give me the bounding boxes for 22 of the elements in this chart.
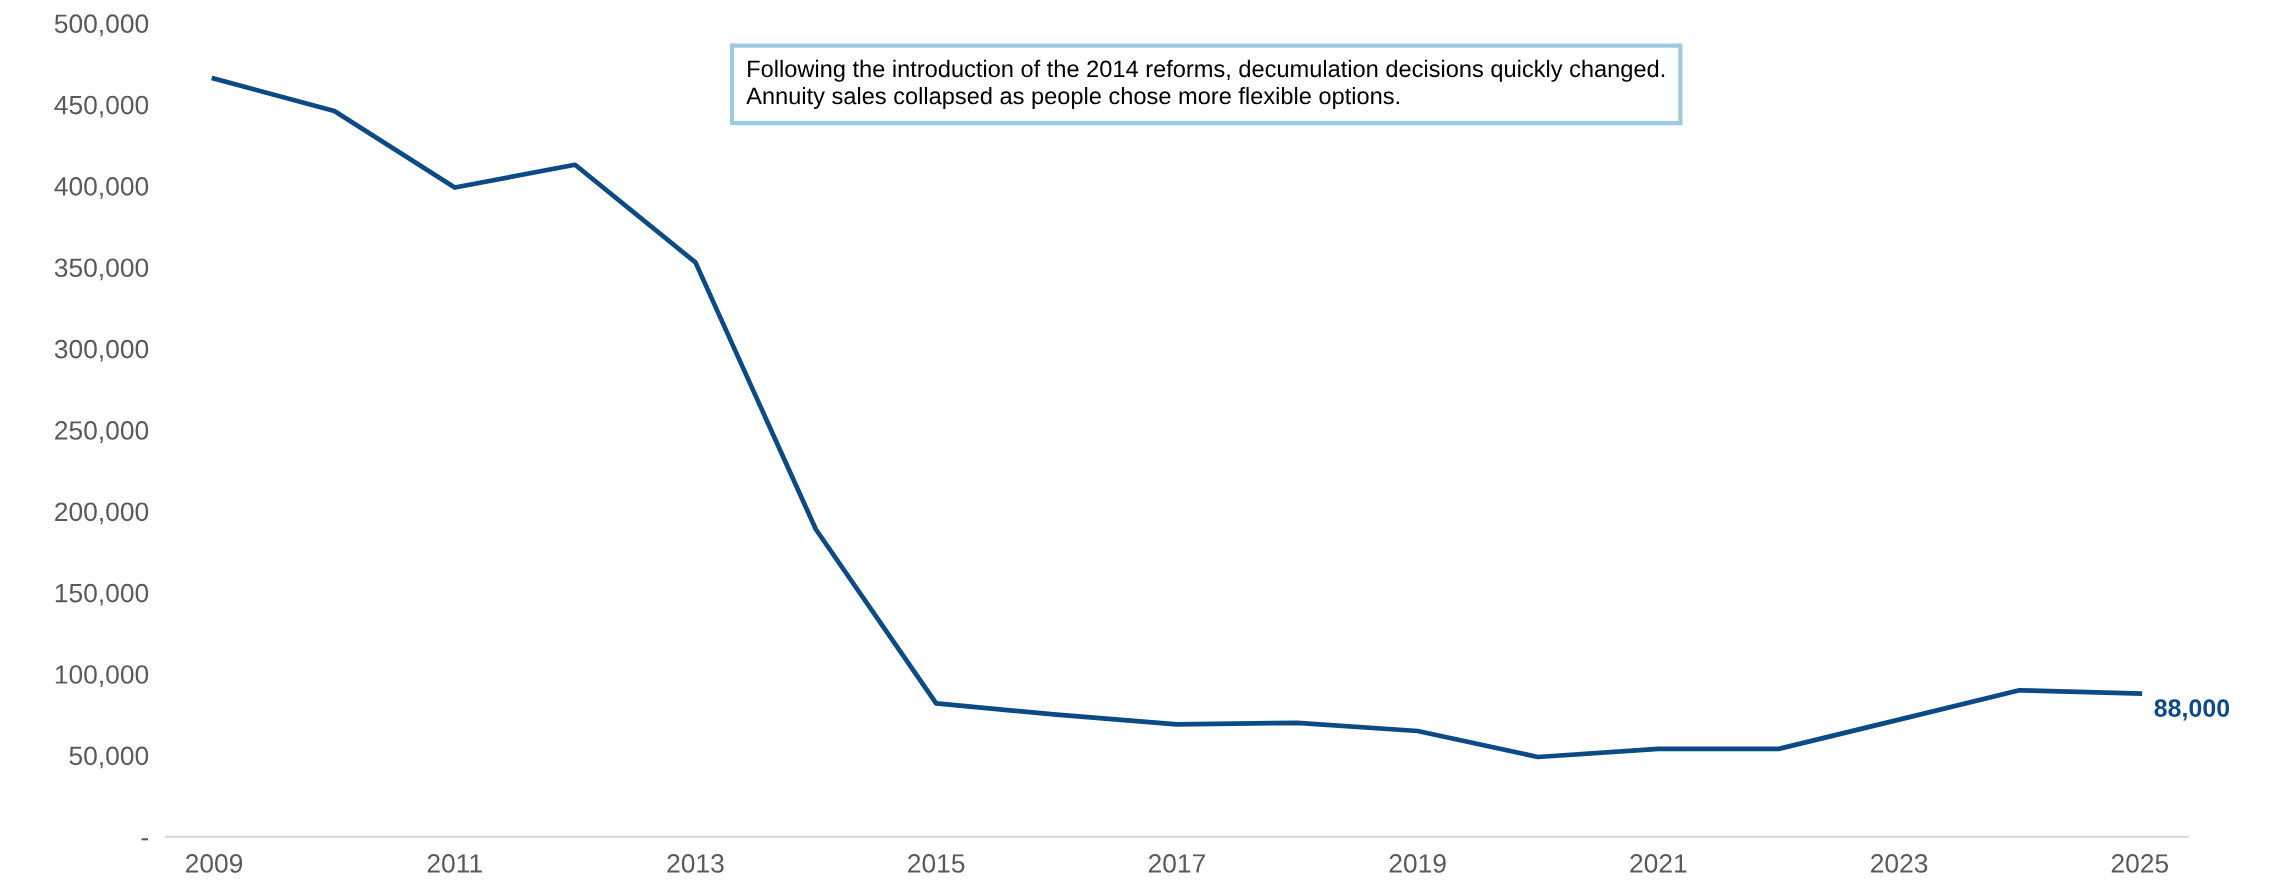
y-tick-label: 450,000 [54,95,149,118]
x-tick-label: 2015 [908,854,965,873]
y-tick-label: 100,000 [55,665,149,687]
x-tick-label: 2025 [2111,854,2169,873]
y-tick-label: 500,000 [54,14,149,37]
annotation: Following the introduction of the 2014 reforms, decumulation decisions quickly changed. Annuity sales collapsed as people chose more flexible options. [746,59,1665,109]
y-tick-label: 150,000 [55,583,149,606]
x-tick-label: 2021 [1630,854,1687,873]
y-tick-label: 200,000 [55,502,149,525]
y-tick-label: 400,000 [54,177,149,199]
x-tick-label: 2019 [1389,854,1446,873]
y-tick-label: 250,000 [55,421,149,443]
y-tick-label: 50,000 [69,746,149,769]
y-tick-label: 350,000 [54,258,149,281]
y-tick-label: 300,000 [54,339,149,362]
x-tick-label: 2011 [427,854,482,873]
x-tick-label: 2009 [185,854,243,873]
x-tick-label: 2013 [667,854,724,873]
x-tick-label: 2017 [1148,854,1205,873]
x-tick-label: 2023 [1871,854,1928,873]
data-label: 88,000 [2154,699,2230,721]
y-tick-label: - [141,838,149,841]
